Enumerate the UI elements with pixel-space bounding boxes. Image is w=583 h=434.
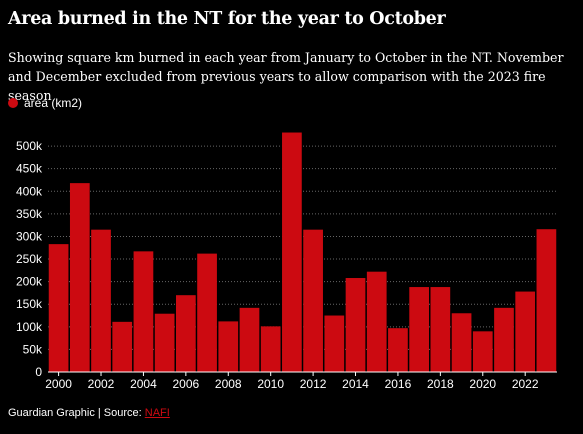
bar-2001 bbox=[69, 183, 90, 372]
source-prefix: Guardian Graphic | Source: bbox=[8, 407, 145, 419]
y-tick-label: 250k bbox=[16, 252, 43, 266]
x-tick-label: 2008 bbox=[215, 377, 242, 391]
y-tick-label: 500k bbox=[16, 139, 43, 153]
x-tick-label: 2020 bbox=[469, 377, 496, 391]
bar-2020 bbox=[472, 331, 493, 372]
y-axis-ticks: 0 50k 100k 150k 200k 250k 300k 350k 400k 450k 500k bbox=[16, 139, 43, 379]
y-tick-label: 0 bbox=[35, 365, 42, 379]
bar-2019 bbox=[451, 313, 472, 372]
bar-2000 bbox=[48, 244, 69, 372]
chart-subtitle: Showing square km burned in each year fr… bbox=[8, 50, 564, 103]
bar-2017 bbox=[409, 287, 429, 372]
bar-2007 bbox=[197, 253, 217, 372]
bar-2013 bbox=[324, 315, 345, 372]
bar-2003 bbox=[112, 321, 133, 372]
source-link-nafi[interactable]: NAFI bbox=[144, 407, 170, 419]
y-tick-label: 150k bbox=[16, 297, 43, 311]
bar-2018 bbox=[430, 287, 451, 372]
legend-swatch bbox=[8, 98, 18, 108]
y-tick-label: 200k bbox=[16, 275, 43, 289]
y-tick-label: 450k bbox=[16, 162, 43, 176]
bar-2009 bbox=[239, 307, 260, 372]
bar-2014 bbox=[345, 278, 366, 372]
bar-2006 bbox=[176, 295, 196, 372]
chart-title: Area burned in the NT for the year to Oc… bbox=[8, 9, 446, 29]
bar-2011 bbox=[282, 132, 302, 372]
x-tick-label: 2014 bbox=[342, 377, 369, 391]
bar-2010 bbox=[260, 326, 281, 372]
y-tick-label: 300k bbox=[16, 229, 43, 243]
bar-2015 bbox=[366, 271, 387, 372]
x-tick-label: 2000 bbox=[45, 377, 72, 391]
y-tick-label: 50k bbox=[23, 342, 43, 356]
legend: area (km2) bbox=[8, 96, 82, 110]
x-tick-label: 2016 bbox=[385, 377, 412, 391]
gridlines bbox=[48, 145, 557, 350]
bar-2016 bbox=[388, 328, 408, 372]
bar-2008 bbox=[218, 321, 239, 372]
source-credit: Guardian Graphic | Source: NAFI bbox=[8, 407, 170, 419]
x-axis-ticks: 2000 2002 2004 2006 2008 2010 2012 2014 2016 2018… bbox=[45, 372, 539, 391]
bar-2023 bbox=[536, 229, 557, 372]
x-tick-label: 2012 bbox=[300, 377, 327, 391]
x-tick-label: 2006 bbox=[173, 377, 200, 391]
x-tick-label: 2018 bbox=[427, 377, 454, 391]
x-tick-label: 2022 bbox=[512, 377, 539, 391]
x-tick-label: 2002 bbox=[88, 377, 115, 391]
x-tick-label: 2010 bbox=[257, 377, 284, 391]
bar-2022 bbox=[515, 291, 536, 372]
y-tick-label: 400k bbox=[16, 184, 43, 198]
bar-2005 bbox=[154, 313, 175, 372]
bar-2012 bbox=[303, 229, 323, 372]
legend-label: area (km2) bbox=[24, 96, 83, 110]
x-tick-label: 2004 bbox=[130, 377, 157, 391]
bars bbox=[48, 132, 557, 372]
y-tick-label: 100k bbox=[16, 320, 43, 334]
bar-2002 bbox=[91, 229, 111, 372]
bar-2004 bbox=[133, 251, 154, 372]
y-tick-label: 350k bbox=[16, 207, 43, 221]
bar-2021 bbox=[494, 307, 514, 372]
